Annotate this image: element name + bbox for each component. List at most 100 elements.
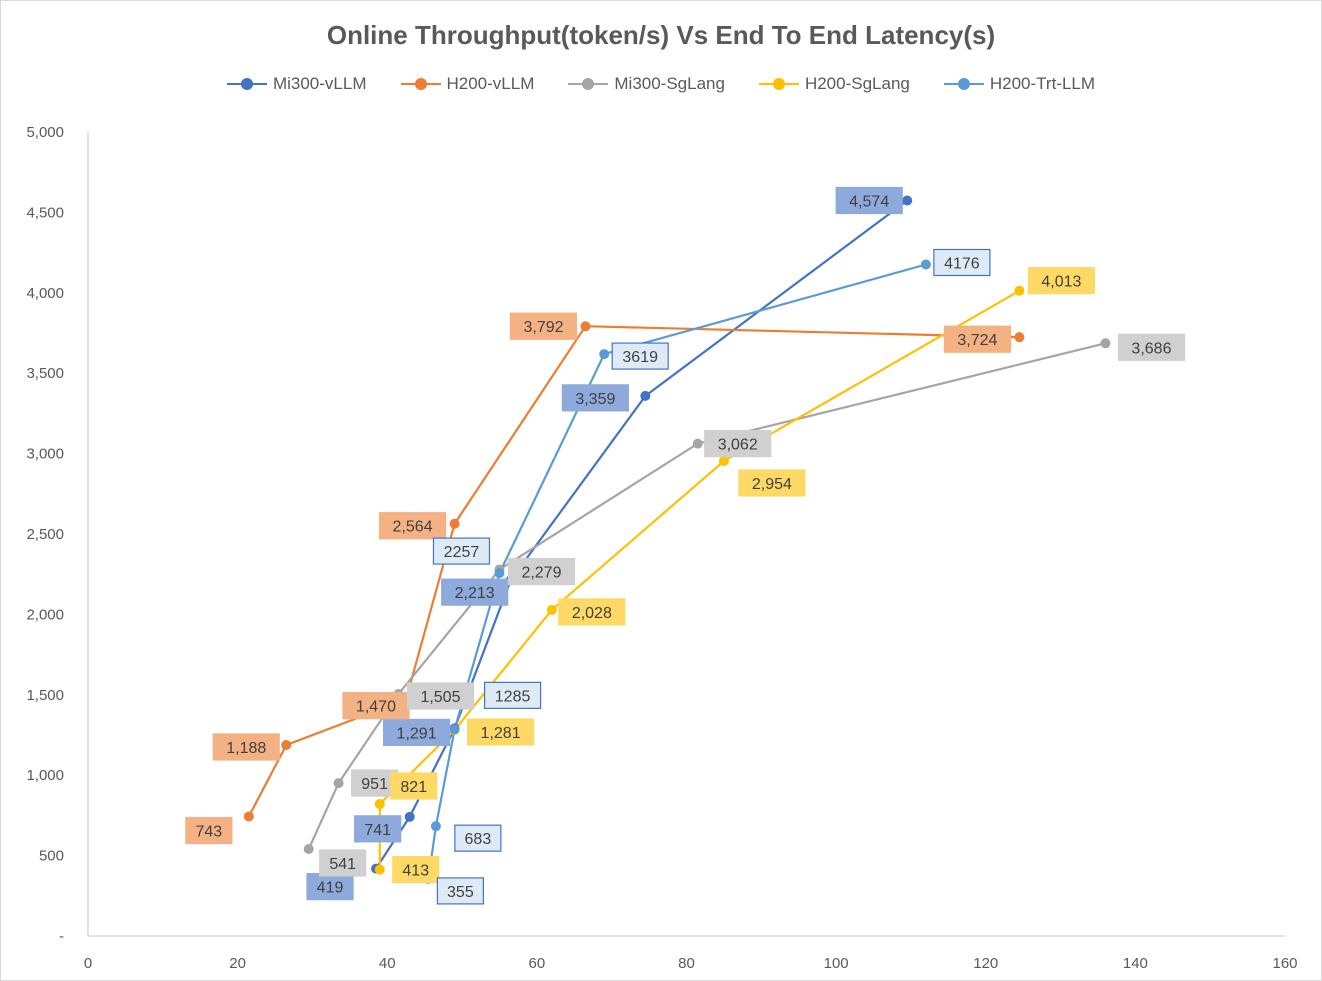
legend-swatch-h200-trt-llm — [943, 78, 984, 90]
y-tick-label: - — [59, 928, 64, 945]
data-point-h200-trt-llm — [920, 259, 931, 270]
data-label-h200-trt-llm: 1285 — [495, 688, 531, 705]
data-label-box-mi300-sglang — [704, 430, 772, 458]
series-line-h200-vllm — [247, 325, 1020, 818]
legend-label-h200-trt-llm: H200-Trt-LLM — [989, 74, 1096, 93]
legend-label-mi300-vllm: Mi300-vLLM — [272, 74, 367, 93]
data-label-box-h200-trt-llm — [483, 681, 542, 709]
data-label-box-mi300-vllm — [354, 815, 402, 843]
data-label-mi300-sglang: 951 — [361, 776, 388, 793]
data-label-h200-vllm: 3,792 — [523, 319, 563, 336]
data-label-h200-vllm: 1,188 — [226, 740, 266, 757]
data-point-h200-sglang — [1014, 285, 1025, 296]
x-tick-label: 80 — [678, 955, 695, 972]
data-point-h200-trt-llm — [449, 724, 460, 735]
data-label-box-mi300-sglang — [406, 682, 475, 710]
data-point-h200-vllm — [1014, 332, 1025, 343]
legend-label-mi300-sglang: Mi300-SgLang — [614, 74, 725, 93]
data-label-h200-sglang: 2,954 — [752, 476, 792, 493]
data-label-mi300-vllm: 2,213 — [455, 585, 495, 602]
data-label-h200-sglang: 1,281 — [481, 725, 521, 742]
data-label-box-mi300-vllm — [441, 578, 509, 606]
data-label-mi300-sglang: 2,279 — [521, 565, 561, 582]
data-label-h200-trt-llm: 3619 — [622, 349, 658, 366]
data-label-h200-vllm: 1,470 — [356, 699, 396, 716]
data-label-box-mi300-vllm — [306, 873, 354, 901]
x-tick-label: 120 — [973, 955, 998, 972]
legend-entry-h200-sglang: H200-SgLang — [758, 74, 910, 94]
series-line-h200-trt-llm — [427, 263, 927, 880]
data-label-h200-trt-llm: 355 — [447, 884, 474, 901]
data-point-mi300-vllm — [902, 195, 913, 206]
data-label-h200-trt-llm: 4176 — [944, 255, 980, 272]
chart-legend: Mi300-vLLM H200-vLLM Mi300-SgLang H200-S… — [0, 74, 1322, 94]
data-label-mi300-sglang: 3,686 — [1131, 340, 1171, 357]
data-label-box-h200-sglang — [392, 855, 440, 884]
legend-entry-mi300-vllm: Mi300-vLLM — [226, 74, 367, 94]
data-label-box-h200-trt-llm — [933, 248, 991, 277]
data-point-mi300-sglang — [303, 844, 314, 855]
series-line-mi300-vllm — [375, 199, 908, 870]
data-label-h200-sglang: 2,028 — [572, 605, 612, 622]
data-point-h200-sglang — [374, 864, 385, 875]
y-tick-label: 1,500 — [26, 687, 64, 704]
chart-title: Online Throughput(token/s) Vs End To End… — [326, 20, 996, 50]
data-label-box-h200-vllm — [943, 325, 1012, 353]
data-label-mi300-vllm: 3,359 — [575, 391, 615, 408]
x-tick-label: 100 — [824, 955, 849, 972]
y-tick-label: 4,000 — [26, 285, 64, 302]
y-tick-label: 2,000 — [26, 606, 64, 623]
y-tick-label: 500 — [39, 848, 64, 865]
data-label-mi300-vllm: 1,291 — [397, 725, 437, 742]
data-point-mi300-sglang — [692, 438, 703, 449]
y-tick-label: 3,500 — [26, 365, 64, 382]
data-label-box-h200-vllm — [378, 512, 447, 540]
data-label-h200-sglang: 4,013 — [1041, 274, 1081, 291]
data-label-h200-vllm: 3,724 — [957, 332, 997, 349]
data-label-mi300-vllm: 419 — [317, 880, 344, 897]
x-tick-label: 20 — [229, 955, 246, 972]
data-point-h200-vllm — [449, 518, 460, 529]
y-tick-label: 5,000 — [26, 124, 64, 141]
data-point-h200-vllm — [243, 811, 254, 822]
y-tick-label: 3,000 — [26, 446, 64, 463]
data-label-box-h200-sglang — [466, 718, 535, 746]
data-point-h200-sglang — [718, 455, 729, 466]
data-label-box-mi300-vllm — [835, 186, 903, 215]
data-label-h200-vllm: 743 — [195, 824, 222, 841]
legend-entry-h200-vllm: H200-vLLM — [400, 74, 535, 94]
data-label-mi300-vllm: 741 — [364, 822, 391, 839]
legend-swatch-mi300-sglang — [568, 78, 609, 90]
x-tick-label: 0 — [84, 955, 92, 972]
data-label-box-mi300-sglang — [507, 557, 576, 586]
legend-label-h200-sglang: H200-SgLang — [804, 74, 910, 93]
data-label-box-h200-vllm — [342, 692, 410, 720]
data-label-h200-trt-llm: 683 — [465, 831, 492, 848]
data-label-mi300-sglang: 541 — [329, 856, 356, 873]
data-label-box-mi300-vllm — [561, 384, 629, 412]
data-point-mi300-sglang — [333, 778, 344, 789]
data-label-mi300-sglang: 1,505 — [420, 689, 460, 706]
x-tick-label: 60 — [529, 955, 546, 972]
data-point-h200-trt-llm — [599, 349, 610, 360]
data-label-box-h200-sglang — [1027, 267, 1096, 295]
legend-label-h200-vllm: H200-vLLM — [446, 74, 535, 93]
data-label-box-mi300-vllm — [382, 718, 451, 747]
legend-swatch-mi300-vllm — [226, 78, 267, 90]
data-label-h200-sglang: 821 — [400, 779, 427, 796]
data-point-h200-vllm — [281, 739, 292, 750]
data-point-mi300-sglang — [1100, 338, 1111, 349]
data-label-box-h200-trt-llm — [611, 342, 669, 370]
data-point-h200-trt-llm — [430, 821, 441, 832]
data-point-h200-trt-llm — [494, 568, 505, 579]
data-label-box-h200-vllm — [509, 312, 578, 340]
data-label-box-h200-vllm — [185, 816, 233, 845]
legend-swatch-h200-vllm — [400, 78, 441, 90]
x-tick-label: 40 — [379, 955, 396, 972]
legend-entry-mi300-sglang: Mi300-SgLang — [568, 74, 725, 94]
y-tick-label: 2,500 — [26, 526, 64, 543]
x-tick-label: 160 — [1272, 955, 1297, 972]
y-tick-label: 4,500 — [26, 204, 64, 221]
data-label-h200-sglang: 413 — [402, 863, 429, 880]
